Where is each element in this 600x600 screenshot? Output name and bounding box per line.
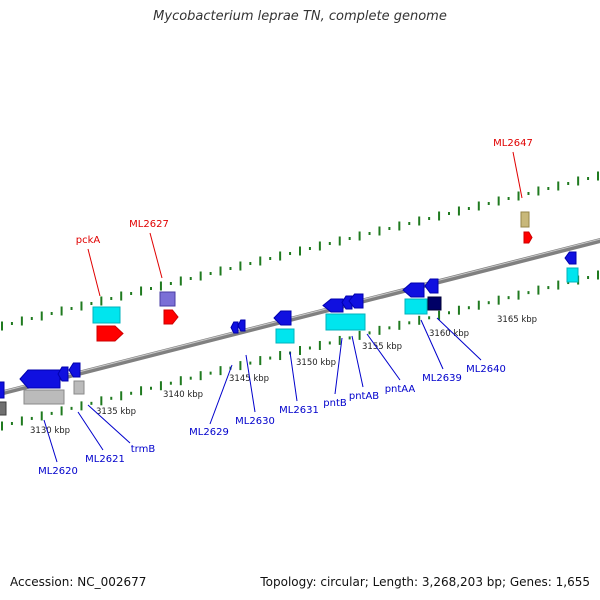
ML2631-arrow [273, 310, 292, 326]
pntAA-arrow [348, 293, 364, 309]
ruler-label: 3145 kbp [229, 374, 269, 384]
ML2620-arrow [19, 369, 61, 389]
ML2620b-arrow [57, 366, 69, 382]
ML2629-connector [209, 364, 233, 425]
gene-labels: pckA ML2627 ML2647 ML2620 ML2621 trmB ML2629 ML… [38, 138, 533, 477]
ML2640-label: ML2640 [466, 364, 506, 375]
ML2639-feature [404, 298, 428, 315]
ML2627-arrow [163, 309, 179, 325]
ML2629-arrow [230, 321, 239, 334]
ruler-label: 3160 kbp [429, 329, 469, 339]
backbone-line [0, 237, 600, 397]
ML2640-connector [436, 317, 482, 361]
ML2631-connector [289, 351, 298, 402]
left-edge-feature [0, 381, 5, 399]
pntAB-connector [351, 335, 364, 388]
pckA-arrow [96, 325, 124, 342]
pntAB-label: pntAB [349, 391, 379, 402]
ML2620-feature [23, 389, 65, 405]
genome-summary-text: Topology: circular; Length: 3,268,203 bp… [260, 575, 590, 589]
pntAA-label: pntAA [385, 384, 416, 395]
pckA-label: pckA [76, 235, 101, 246]
pntB-connector [334, 337, 343, 395]
trmB-feature [73, 380, 85, 395]
ML2647-connector [512, 151, 523, 199]
reverse-strand-ticks [1, 270, 599, 431]
trmB-connector [87, 404, 131, 444]
right-edge-feature [566, 267, 579, 283]
left-edge-feature-grey [0, 401, 7, 416]
gene-features [0, 211, 579, 416]
pntB-arrow [322, 298, 344, 313]
right-edge-arrow [564, 251, 577, 265]
ruler-labels: 3130 kbp 3135 kbp 3140 kbp 3145 kbp 3150 kbp… [30, 315, 537, 436]
ML2630-arrow [237, 319, 246, 332]
genome-backbone [0, 237, 600, 397]
ML2627-feature [159, 291, 176, 307]
ruler-label: 3165 kbp [497, 315, 537, 325]
ML2640-arrow [424, 278, 439, 294]
ML2640-feature [427, 296, 442, 311]
ML2627-connector [149, 232, 163, 279]
genome-title: Mycobacterium leprae TN, complete genome [153, 9, 447, 24]
ruler-label: 3155 kbp [362, 342, 402, 352]
pckA-connector [87, 248, 101, 297]
ML2630-label: ML2630 [235, 416, 275, 427]
ruler-label: 3140 kbp [163, 390, 203, 400]
ML2639-label: ML2639 [422, 373, 462, 384]
ruler-label: 3150 kbp [296, 358, 336, 368]
pntB-label: pntB [323, 398, 347, 409]
ML2621-label: ML2621 [85, 454, 125, 465]
ML2639-connector [420, 319, 444, 370]
pnt-feature [325, 313, 366, 331]
ML2639-arrow [402, 282, 425, 298]
ML2647-label: ML2647 [493, 138, 533, 149]
ML2620-connector [43, 419, 58, 463]
forward-strand-ticks [1, 171, 599, 331]
accession-text: Accession: NC_002677 [10, 575, 147, 589]
ML2621-connector [77, 411, 104, 451]
backbone-highlight [0, 238, 600, 393]
ML2627-label: ML2627 [129, 219, 169, 230]
ML2629-label: ML2629 [189, 427, 229, 438]
ruler-label: 3135 kbp [96, 407, 136, 417]
ML2620-label: ML2620 [38, 466, 78, 477]
pckA-feature [92, 306, 121, 324]
ML2647-arrow [523, 231, 533, 244]
trmB-label: trmB [131, 444, 156, 455]
pntAA-connector [366, 333, 401, 381]
ML2621-arrow [68, 362, 81, 378]
ML2647-feature [520, 211, 530, 228]
ML2630-connector [245, 354, 256, 413]
ML2631-label: ML2631 [279, 405, 319, 416]
ML2631-feature [275, 328, 295, 344]
ruler-label: 3130 kbp [30, 426, 70, 436]
